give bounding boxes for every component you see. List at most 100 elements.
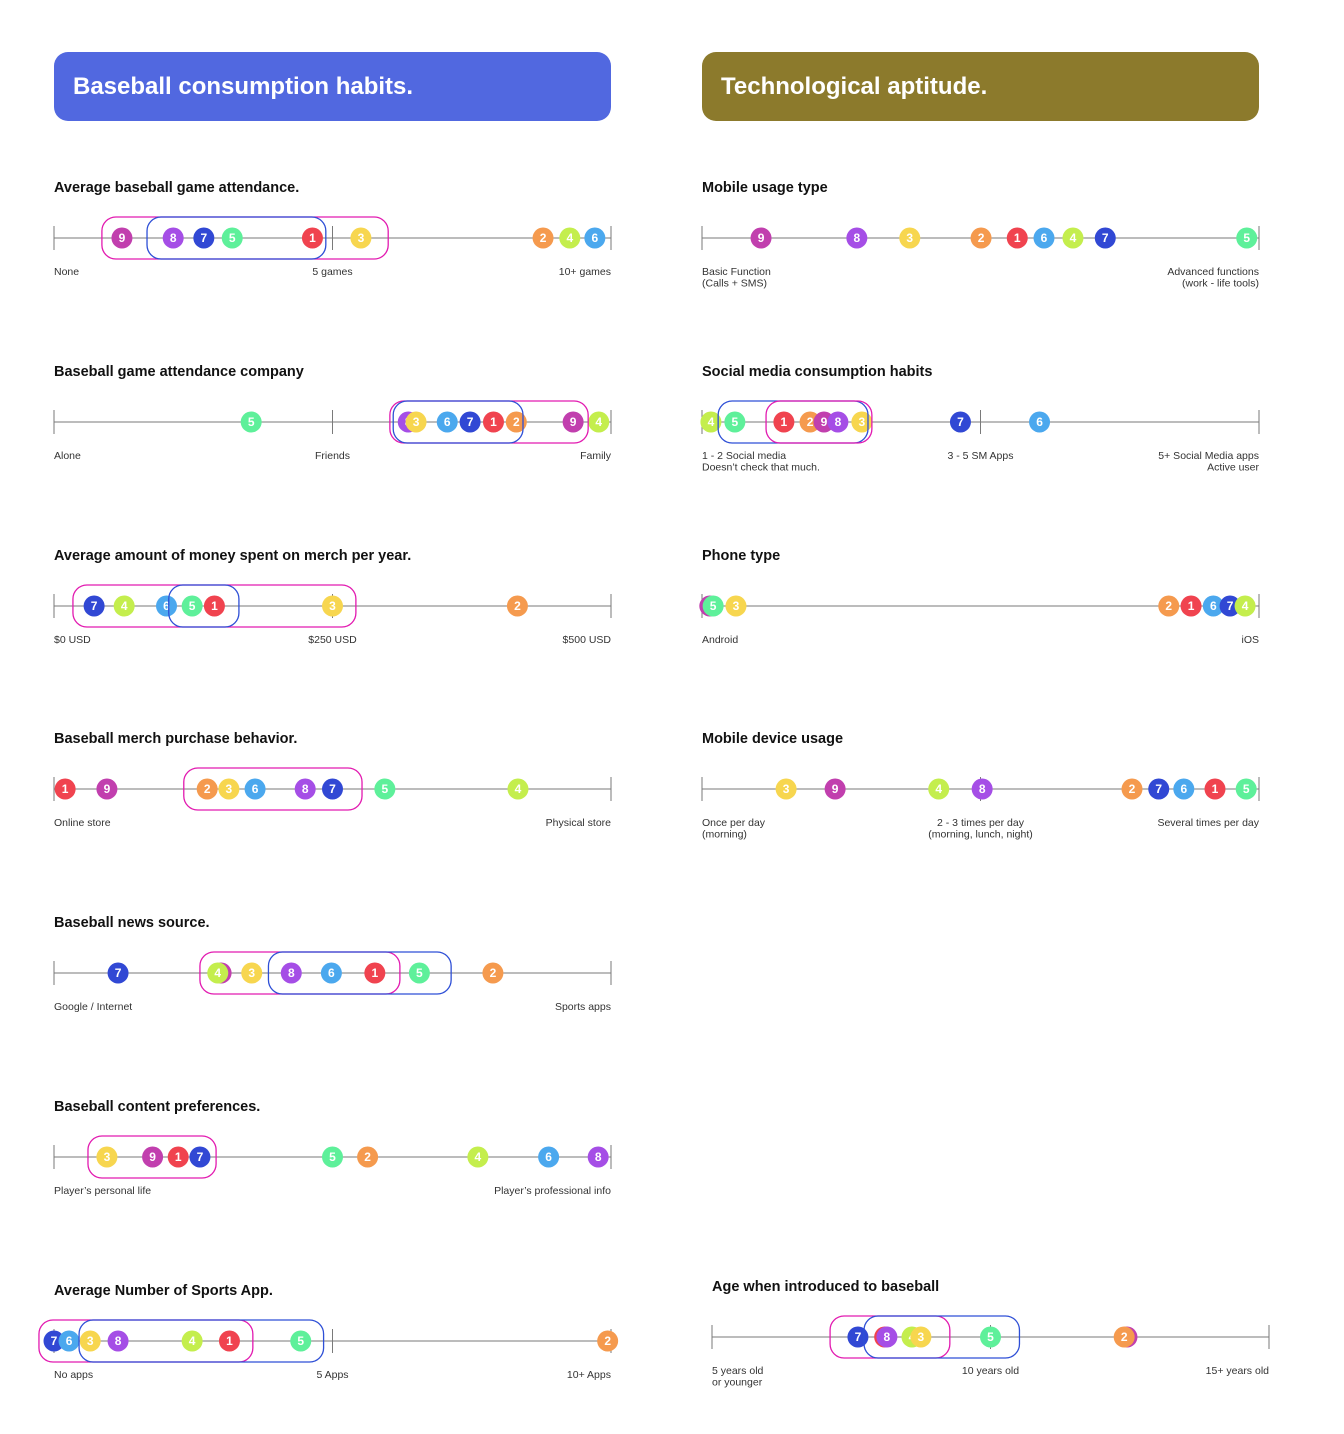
point-marker — [58, 1330, 80, 1352]
data-point: 4 — [467, 1146, 489, 1168]
point-label: 9 — [570, 415, 577, 429]
point-label: 6 — [1210, 599, 1217, 613]
tick-label: None — [54, 266, 79, 278]
data-point: 5 — [374, 778, 396, 800]
point-marker — [181, 595, 203, 617]
point-label: 4 — [595, 415, 602, 429]
point-marker — [320, 962, 342, 984]
data-point: 8 — [280, 962, 302, 984]
point-marker — [587, 1146, 609, 1168]
point-label: 1 — [226, 1334, 233, 1348]
tick-label: 5 Apps — [316, 1369, 348, 1381]
point-label: 3 — [783, 782, 790, 796]
point-marker — [280, 962, 302, 984]
point-label: 7 — [197, 1150, 204, 1164]
point-label: 5 — [382, 782, 389, 796]
point-label: 1 — [490, 415, 497, 429]
chart-title: Baseball news source. — [54, 915, 210, 931]
point-marker — [597, 1330, 619, 1352]
point-label: 5 — [732, 415, 739, 429]
point-label: 6 — [66, 1334, 73, 1348]
chart-title: Baseball content preferences. — [54, 1099, 261, 1115]
point-label: 3 — [358, 231, 365, 245]
data-point: 8 — [162, 227, 184, 249]
point-marker — [113, 595, 135, 617]
point-marker — [1173, 778, 1195, 800]
data-point: 9 — [824, 778, 846, 800]
point-label: 2 — [604, 1334, 611, 1348]
data-point: 1 — [364, 962, 386, 984]
point-marker — [928, 778, 950, 800]
tick-label: Advanced functions — [1167, 266, 1259, 278]
point-marker — [1236, 227, 1258, 249]
chart-plot: None 5 games 10+ games 9 8 7 5 1 3 2 4 6 — [53, 216, 612, 278]
data-point: 4 — [559, 227, 581, 249]
point-marker — [196, 778, 218, 800]
data-point: 4 — [588, 411, 610, 433]
point-marker — [162, 227, 184, 249]
tick-label: Doesn’t check that much. — [702, 462, 820, 474]
point-marker — [193, 227, 215, 249]
point-marker — [364, 962, 386, 984]
data-point: 6 — [436, 411, 458, 433]
point-marker — [240, 411, 262, 433]
point-marker — [167, 1146, 189, 1168]
point-label: 7 — [467, 415, 474, 429]
point-label: 4 — [1242, 599, 1249, 613]
data-point: 7 — [43, 1330, 65, 1352]
tick-label: 2 - 3 times per day — [937, 817, 1025, 829]
data-point: 1 — [218, 1330, 240, 1352]
point-label: 1 — [1212, 782, 1219, 796]
point-marker — [322, 1146, 343, 1168]
tick-label: 10+ games — [559, 266, 611, 278]
point-marker — [322, 595, 343, 617]
point-marker — [899, 227, 921, 249]
data-point: 7 — [847, 1326, 869, 1348]
group-outline — [146, 216, 327, 260]
data-point: 5 — [181, 595, 203, 617]
point-marker — [1219, 595, 1241, 617]
tick-label: or younger — [712, 1377, 763, 1389]
point-marker — [846, 227, 868, 249]
point-marker — [96, 778, 118, 800]
data-point: 5 — [724, 411, 746, 433]
data-point: 8 — [587, 1146, 609, 1168]
data-point: 1 — [482, 411, 504, 433]
data-point: 3 — [910, 1326, 932, 1348]
point-marker — [1113, 1326, 1135, 1348]
header-baseball-consumption: Baseball consumption habits. — [54, 52, 611, 121]
point-marker — [107, 962, 129, 984]
tick-label: Google / Internet — [54, 1001, 132, 1013]
data-point: 4 — [928, 778, 950, 800]
point-marker — [322, 778, 343, 800]
data-point: 6 — [584, 227, 606, 249]
point-marker — [1204, 778, 1226, 800]
point-marker — [467, 1146, 489, 1168]
point-marker — [1148, 778, 1170, 800]
data-point: 3 — [899, 227, 921, 249]
point-label: 8 — [115, 1334, 122, 1348]
data-point: 9 — [96, 778, 118, 800]
point-label: 3 — [226, 782, 233, 796]
data-point: 2 — [970, 227, 992, 249]
point-marker — [43, 1330, 65, 1352]
group-outline — [392, 400, 524, 444]
point-label: 4 — [708, 415, 715, 429]
point-marker — [54, 778, 76, 800]
point-label: 1 — [309, 231, 316, 245]
data-point: 7 — [83, 595, 105, 617]
point-label: 4 — [189, 1334, 196, 1348]
point-label: 1 — [1014, 231, 1021, 245]
point-label: 4 — [1070, 231, 1077, 245]
point-marker — [775, 778, 797, 800]
data-point: 6 — [1033, 227, 1055, 249]
data-point: 4 — [700, 411, 722, 433]
data-point: 2 — [506, 595, 528, 617]
point-label: 6 — [163, 599, 170, 613]
tick-label: $500 USD — [563, 634, 612, 646]
point-marker — [724, 411, 746, 433]
tick-label: 5 games — [312, 266, 352, 278]
point-label: 2 — [540, 231, 547, 245]
chart-title: Mobile usage type — [702, 180, 828, 196]
